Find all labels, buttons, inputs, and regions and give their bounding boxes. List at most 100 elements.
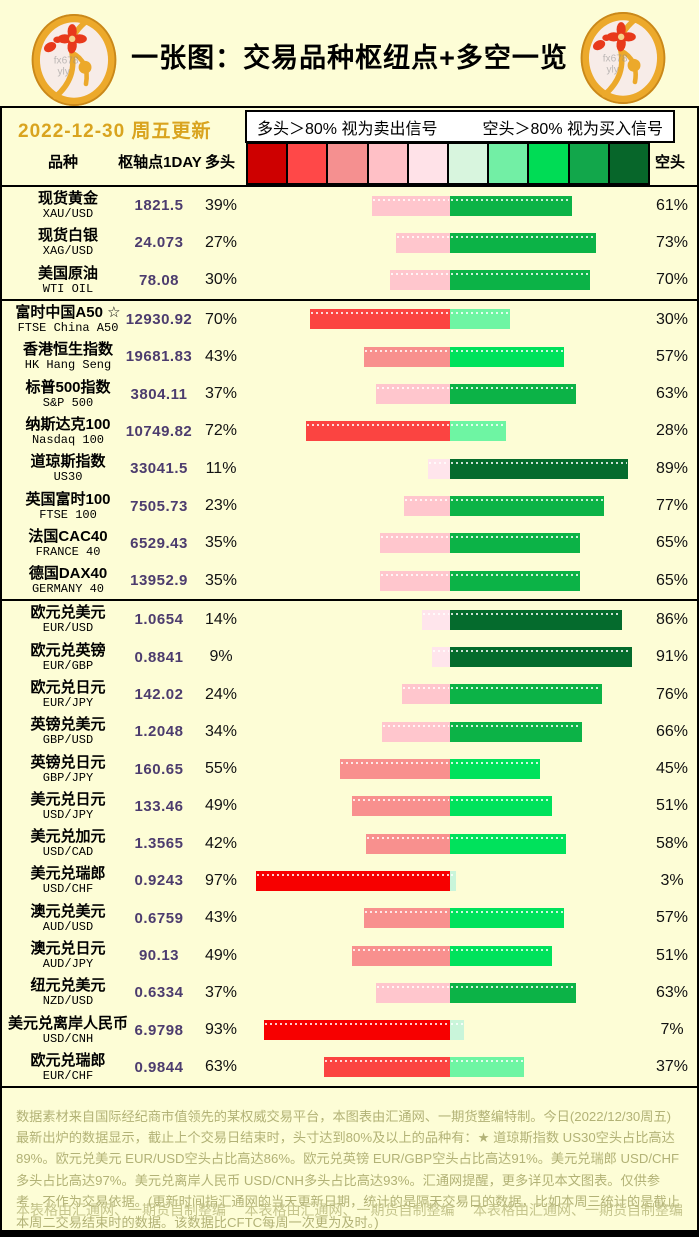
short-percent: 57% <box>655 347 689 365</box>
pivot-value: 90.13 <box>138 947 180 965</box>
short-bar-segment <box>450 796 552 817</box>
title-area: fx678 yly 一张图：交易品种枢纽点+多空一览 fx678 yly <box>0 0 699 106</box>
table-row: 香港恒生指数 HK Hang Seng 19681.83 43% 57% <box>2 338 697 375</box>
long-percent: 39% <box>204 196 238 214</box>
pivot-value: 0.9243 <box>134 872 184 890</box>
table-row: 标普500指数 S&P 500 3804.11 37% 63% <box>2 375 697 412</box>
pivot-value: 0.9844 <box>134 1058 184 1076</box>
instrument-code: EUR/JPY <box>42 696 94 710</box>
long-short-bar <box>250 262 650 299</box>
short-bar-segment <box>450 945 552 966</box>
long-percent: 72% <box>204 422 238 440</box>
table-row: 纳斯达克100 Nasdaq 100 10749.82 72% 28% <box>2 413 697 450</box>
instrument-name-cell: 欧元兑瑞郎 EUR/CHF <box>2 1049 134 1086</box>
watermark-text: 本表格由汇通网、一期货自制整编 <box>244 1202 455 1219</box>
instrument-name: 欧元兑英镑 <box>30 641 106 659</box>
long-short-bar <box>250 639 650 676</box>
instrument-name: 现货黄金 <box>37 190 98 208</box>
red-flower-shape <box>43 24 87 54</box>
coin-watermark-line2: yly <box>606 65 619 76</box>
instrument-code: GBP/USD <box>42 733 94 748</box>
instrument-name-cell: 澳元兑日元 AUD/JPY <box>2 937 134 974</box>
scale-swatch <box>286 142 329 185</box>
long-percent: 9% <box>209 648 233 666</box>
signal-legend: 多头＞80% 视为卖出信号 空头＞80% 视为买入信号 <box>245 110 675 143</box>
short-percent: 28% <box>655 422 689 440</box>
scale-swatch <box>527 142 570 185</box>
long-bar-segment <box>324 1057 450 1078</box>
pivot-value: 1821.5 <box>134 197 184 215</box>
long-percent: 35% <box>204 534 238 552</box>
instrument-name: 英镑兑日元 <box>30 753 106 771</box>
long-percent: 37% <box>204 385 238 403</box>
short-bar-segment <box>450 570 580 591</box>
short-signal-legend: 空头＞80% 视为买入信号 <box>482 120 663 138</box>
long-short-bar <box>250 187 650 224</box>
column-header-short: 空头 <box>654 154 685 171</box>
long-bar-segment <box>256 870 450 891</box>
short-percent: 77% <box>655 497 689 515</box>
color-scale <box>246 142 651 185</box>
long-percent: 42% <box>204 834 238 852</box>
long-bar-segment <box>382 721 450 742</box>
instrument-name-cell: 香港恒生指数 HK Hang Seng <box>2 338 134 375</box>
short-percent: 7% <box>660 1021 684 1039</box>
table-row: 法国CAC40 FRANCE 40 6529.43 35% 65% <box>2 525 697 562</box>
instrument-name-cell: 美元兑瑞郎 USD/CHF <box>2 862 134 899</box>
plum-blossom-coin-icon: fx678 yly <box>580 11 666 104</box>
header-band: 2022-12-30 周五更新 多头＞80% 视为卖出信号 空头＞80% 视为买… <box>0 106 699 187</box>
long-bar-segment <box>402 684 450 705</box>
instrument-code: USD/CHF <box>42 882 94 897</box>
instrument-group: 欧元兑美元 EUR/USD 1.0654 14% 86% 欧元兑英镑 EUR/G… <box>2 601 697 1086</box>
bottom-black-bar <box>0 1230 699 1237</box>
short-bar-segment <box>450 908 564 929</box>
short-bar-segment <box>450 609 622 630</box>
long-percent: 43% <box>204 909 238 927</box>
long-bar-segment <box>376 384 450 405</box>
instrument-name-cell: 英国富时100 FTSE 100 <box>2 487 134 524</box>
pivot-value: 6529.43 <box>130 534 188 552</box>
long-short-bar <box>250 750 650 787</box>
short-percent: 3% <box>660 871 684 889</box>
long-short-bar <box>250 338 650 375</box>
table-row: 欧元兑英镑 EUR/GBP 0.8841 9% 91% <box>2 639 697 676</box>
table-row: 美国原油 WTI OIL 78.08 30% 70% <box>2 262 697 299</box>
pivot-value: 7505.73 <box>130 497 188 515</box>
instrument-name: 澳元兑日元 <box>30 940 106 958</box>
instrument-name: 澳元兑美元 <box>30 902 106 920</box>
instrument-code: GERMANY 40 <box>31 582 104 597</box>
instrument-name-cell: 纳斯达克100 Nasdaq 100 <box>2 413 134 450</box>
instrument-name-cell: 澳元兑美元 AUD/USD <box>2 900 134 937</box>
long-percent: 97% <box>204 871 238 889</box>
long-short-bar <box>250 1049 650 1086</box>
pivot-value: 160.65 <box>134 760 184 778</box>
long-short-bar <box>250 375 650 412</box>
instrument-code: FTSE 100 <box>39 507 97 522</box>
instrument-name-cell: 纽元兑美元 NZD/USD <box>2 974 134 1011</box>
long-bar-segment <box>390 270 450 291</box>
short-bar-segment <box>450 421 506 442</box>
long-percent: 43% <box>204 347 238 365</box>
scale-swatch <box>406 142 450 185</box>
long-bar-segment <box>422 609 450 630</box>
coin-watermark-line2: yly <box>57 67 70 78</box>
pivot-value: 12930.92 <box>125 311 193 329</box>
long-short-bar <box>250 937 650 974</box>
instrument-code: HK Hang Seng <box>24 358 112 373</box>
long-bar-segment <box>352 796 450 817</box>
instrument-code: FRANCE 40 <box>35 544 101 559</box>
pivot-value: 1.3565 <box>134 835 184 853</box>
long-bar-segment <box>364 346 450 367</box>
long-short-bar <box>250 900 650 937</box>
instrument-name-cell: 欧元兑美元 EUR/USD <box>2 601 134 638</box>
pivot-value: 142.02 <box>134 686 184 703</box>
scale-swatch <box>447 142 490 185</box>
long-percent: 34% <box>204 722 238 740</box>
short-percent: 65% <box>655 571 689 589</box>
long-short-bar <box>250 713 650 750</box>
short-bar-segment <box>450 1020 464 1041</box>
short-bar-segment <box>450 346 564 367</box>
short-bar-segment <box>450 1057 524 1078</box>
column-header-instrument: 品种 <box>47 154 78 171</box>
